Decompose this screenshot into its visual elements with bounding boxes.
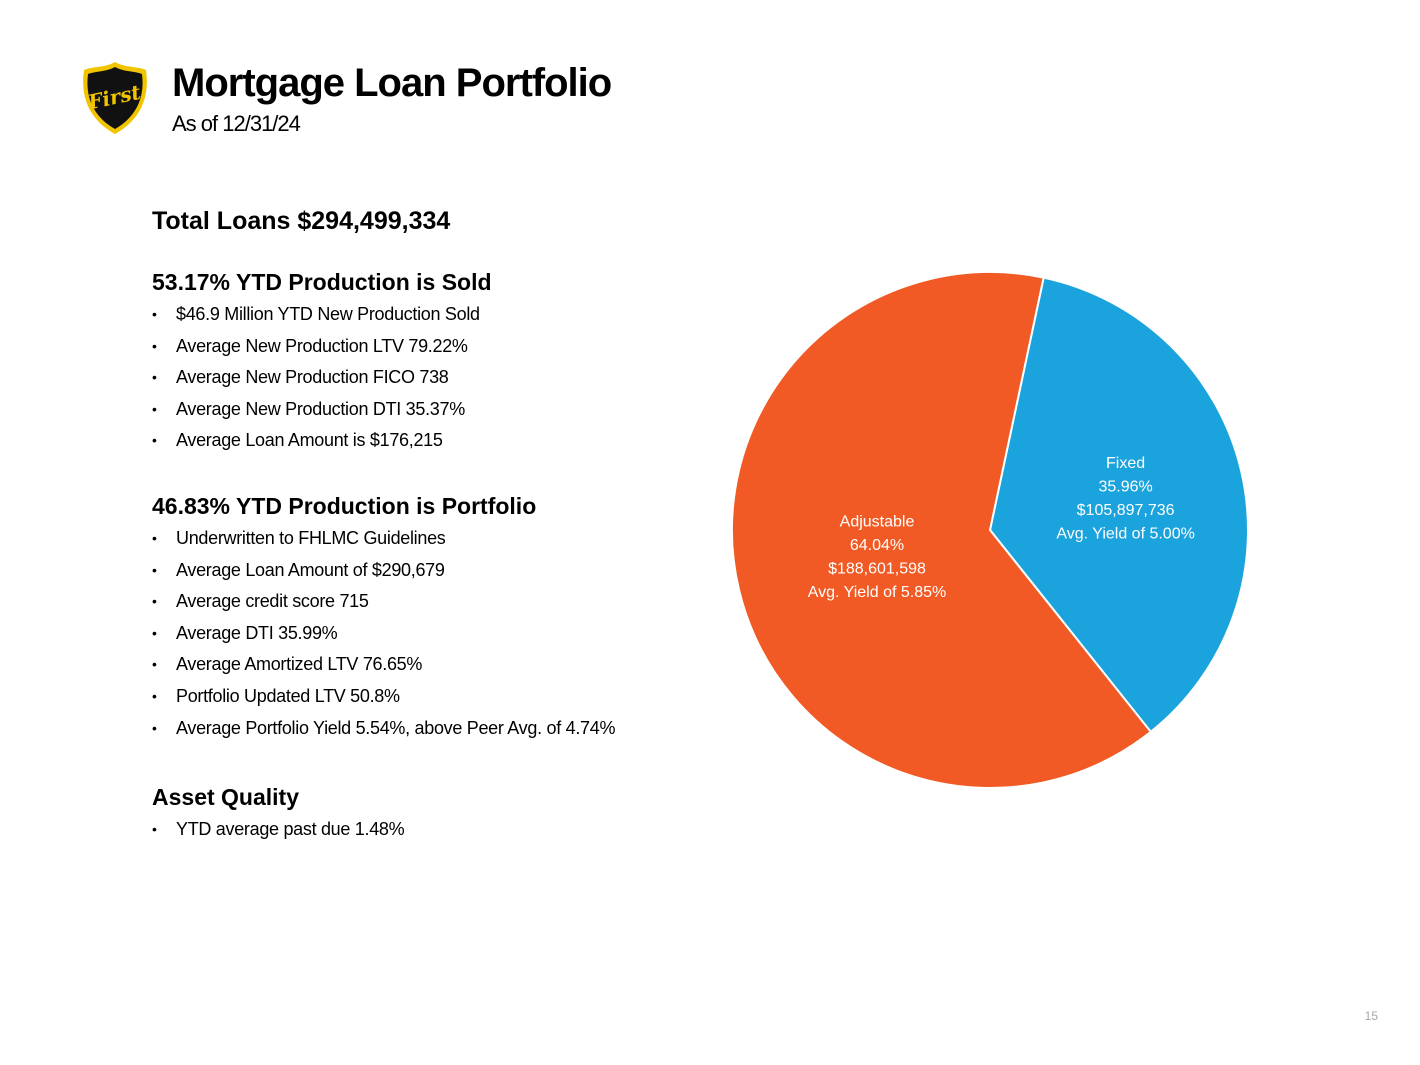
list-item: Average Loan Amount of $290,679 bbox=[152, 555, 712, 587]
pie-label-line: Fixed bbox=[1106, 455, 1145, 472]
sold-bullet-list: $46.9 Million YTD New Production Sold Av… bbox=[152, 299, 712, 457]
logo-shield-inner bbox=[87, 67, 143, 129]
list-item: Average New Production DTI 35.37% bbox=[152, 394, 712, 426]
portfolio-heading: 46.83% YTD Production is Portfolio bbox=[152, 492, 537, 519]
pie-slice-adjustable bbox=[731, 271, 1153, 790]
page-subtitle: As of 12/31/24 bbox=[172, 111, 301, 136]
asset-quality-heading: Asset Quality bbox=[152, 784, 299, 811]
page-title: Mortgage Loan Portfolio bbox=[172, 61, 612, 105]
pie-label-line: 35.96% bbox=[1098, 478, 1152, 495]
list-item: $46.9 Million YTD New Production Sold bbox=[152, 299, 712, 331]
list-item: YTD average past due 1.48% bbox=[152, 814, 712, 846]
list-item: Average New Production LTV 79.22% bbox=[152, 331, 712, 363]
list-item: Underwritten to FHLMC Guidelines bbox=[152, 523, 712, 555]
list-item: Average Amortized LTV 76.65% bbox=[152, 649, 712, 681]
pie-label-line: $188,601,598 bbox=[828, 560, 926, 577]
first-bank-logo: First bbox=[83, 62, 147, 134]
pie-label-adjustable: Adjustable 64.04% $188,601,598 Avg. Yield o… bbox=[808, 513, 946, 601]
list-item: Average DTI 35.99% bbox=[152, 618, 712, 650]
portfolio-summary: Total Loans $294,499,334 53.17% YTD Prod… bbox=[152, 203, 712, 846]
pie-label-fixed: Fixed 35.96% $105,897,736 Avg. Yield of 5.0… bbox=[1056, 455, 1194, 543]
pie-label-line: Avg. Yield of 5.85% bbox=[808, 584, 946, 601]
pie-label-line: 64.04% bbox=[850, 537, 904, 554]
pie-label-line: Adjustable bbox=[840, 513, 915, 530]
list-item: Average New Production FICO 738 bbox=[152, 362, 712, 394]
loan-type-pie-chart: Fixed 35.96% $105,897,736 Avg. Yield of 5.0… bbox=[731, 271, 1249, 790]
pie-label-line: $105,897,736 bbox=[1077, 502, 1175, 519]
pie-label-line: Avg. Yield of 5.00% bbox=[1056, 525, 1194, 542]
pie-slice-fixed bbox=[988, 276, 1249, 734]
asset-quality-bullet-list: YTD average past due 1.48% bbox=[152, 814, 712, 846]
sold-heading: 53.17% YTD Production is Sold bbox=[152, 269, 492, 295]
list-item: Average Portfolio Yield 5.54%, above Pee… bbox=[152, 713, 712, 745]
total-loans: Total Loans $294,499,334 bbox=[152, 207, 451, 235]
portfolio-bullet-list: Underwritten to FHLMC Guidelines Average… bbox=[152, 523, 712, 744]
page-number: 15 bbox=[1364, 1009, 1378, 1023]
list-item: Average Loan Amount is $176,215 bbox=[152, 425, 712, 457]
list-item: Average credit score 715 bbox=[152, 586, 712, 618]
list-item: Portfolio Updated LTV 50.8% bbox=[152, 681, 712, 713]
